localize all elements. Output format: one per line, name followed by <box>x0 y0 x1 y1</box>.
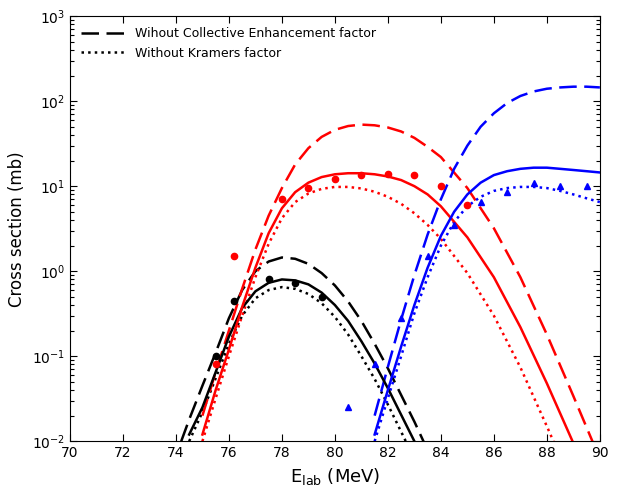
Y-axis label: Cross section (mb): Cross section (mb) <box>9 151 27 306</box>
Legend: Wihout Collective Enhancement factor, Without Kramers factor: Wihout Collective Enhancement factor, Wi… <box>76 22 381 65</box>
X-axis label: E$_{\mathregular{lab}}$ (MeV): E$_{\mathregular{lab}}$ (MeV) <box>290 466 380 487</box>
